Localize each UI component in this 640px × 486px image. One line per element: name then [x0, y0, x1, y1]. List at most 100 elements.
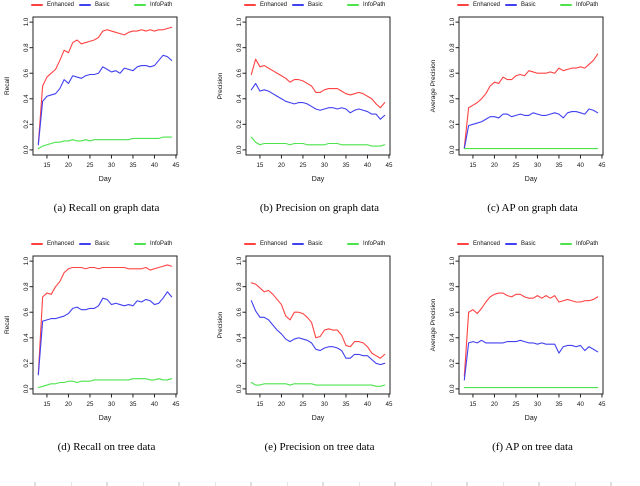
svg-text:0.8: 0.8: [236, 43, 243, 52]
svg-text:30: 30: [534, 401, 541, 408]
svg-text:1.0: 1.0: [23, 17, 30, 26]
subfigure-caption-c: (c) AP on graph data: [487, 202, 578, 214]
svg-text:40: 40: [364, 162, 371, 169]
subfigure-caption-d: (d) Recall on tree data: [57, 441, 156, 453]
legend-line-swatch-enhanced: [244, 243, 256, 245]
svg-text:35: 35: [556, 162, 563, 169]
legend-label-enhanced: Enhanced: [260, 241, 288, 247]
legend-item-infopath: InfoPath: [134, 240, 172, 248]
svg-text:0.8: 0.8: [23, 282, 30, 291]
svg-text:Precision: Precision: [217, 311, 224, 338]
svg-text:0.0: 0.0: [23, 145, 30, 154]
svg-text:0.8: 0.8: [449, 43, 456, 52]
svg-text:1.0: 1.0: [449, 256, 456, 265]
svg-text:0.2: 0.2: [23, 358, 30, 367]
legend-label-basic: Basic: [95, 241, 110, 247]
legend-label-infopath: InfoPath: [576, 2, 599, 8]
svg-text:0.2: 0.2: [236, 119, 243, 128]
legend-label-enhanced: Enhanced: [473, 241, 501, 247]
figure-row-bottom: Enhanced Basic InfoPath 15 20 25 30 35 40 45 0.…: [0, 239, 640, 454]
legend-item-enhanced: Enhanced: [31, 1, 79, 9]
svg-text:35: 35: [343, 401, 350, 408]
legend-item-infopath: InfoPath: [560, 1, 598, 9]
legend-line-swatch-basic: [505, 243, 517, 245]
svg-text:0.4: 0.4: [449, 94, 456, 103]
legend-label-basic: Basic: [95, 2, 110, 8]
legend-item-enhanced: Enhanced: [457, 240, 505, 248]
legend-line-swatch-infopath: [347, 243, 359, 245]
svg-text:15: 15: [43, 162, 50, 169]
svg-text:0.6: 0.6: [236, 307, 243, 316]
legend-label-enhanced: Enhanced: [47, 241, 75, 247]
svg-text:0.6: 0.6: [449, 68, 456, 77]
svg-text:0.6: 0.6: [23, 68, 30, 77]
legend-item-basic: Basic: [79, 240, 134, 248]
svg-text:35: 35: [556, 401, 563, 408]
svg-text:1.0: 1.0: [449, 17, 456, 26]
chart-plot-precision-tree: 15 20 25 30 35 40 45 0.0 0.2 0.4 0.6 0.8 1.0 Precisio…: [217, 255, 393, 422]
svg-text:30: 30: [534, 162, 541, 169]
svg-text:25: 25: [513, 401, 520, 408]
svg-text:20: 20: [65, 162, 72, 169]
svg-text:0.2: 0.2: [449, 119, 456, 128]
svg-text:Day: Day: [99, 176, 112, 183]
chart-plot-recall-graph: 15 20 25 30 35 40 45 0.0 0.2 0.4 0.6 0.8 1.0 Recall Da…: [4, 16, 180, 183]
legend-line-swatch-basic: [505, 4, 517, 6]
legend-line-swatch-basic: [79, 243, 91, 245]
svg-text:0.8: 0.8: [23, 43, 30, 52]
legend-line-swatch-enhanced: [457, 4, 469, 6]
legend-line-swatch-enhanced: [31, 243, 43, 245]
svg-text:0.8: 0.8: [236, 282, 243, 291]
svg-text:25: 25: [300, 162, 307, 169]
legend-item-enhanced: Enhanced: [31, 240, 79, 248]
svg-text:0.2: 0.2: [449, 358, 456, 367]
svg-text:45: 45: [173, 162, 180, 169]
subfigure-recall-graph: Enhanced Basic InfoPath 15 20 25 30 35 40 45 0.…: [0, 0, 213, 215]
legend-line-swatch-infopath: [134, 4, 146, 6]
svg-text:0.4: 0.4: [23, 333, 30, 342]
legend-line-swatch-enhanced: [31, 4, 43, 6]
svg-text:20: 20: [491, 162, 498, 169]
svg-text:0.8: 0.8: [449, 282, 456, 291]
legend-item-infopath: InfoPath: [560, 240, 598, 248]
legend-line-swatch-infopath: [560, 4, 572, 6]
svg-text:40: 40: [577, 401, 584, 408]
svg-text:45: 45: [599, 162, 606, 169]
legend: Enhanced Basic InfoPath: [457, 1, 639, 9]
svg-text:0.2: 0.2: [23, 119, 30, 128]
svg-text:20: 20: [491, 401, 498, 408]
chart-plot-ap-graph: 15 20 25 30 35 40 45 0.0 0.2 0.4 0.6 0.8 1.0 Average …: [430, 16, 606, 183]
svg-text:30: 30: [108, 401, 115, 408]
svg-text:15: 15: [256, 162, 263, 169]
svg-text:25: 25: [87, 401, 94, 408]
legend-label-enhanced: Enhanced: [473, 2, 501, 8]
svg-text:45: 45: [173, 401, 180, 408]
legend: Enhanced Basic InfoPath: [244, 240, 426, 248]
svg-text:35: 35: [343, 162, 350, 169]
svg-text:Day: Day: [312, 415, 325, 422]
subfigure-caption-f: (f) AP on tree data: [492, 441, 573, 453]
svg-text:Day: Day: [99, 415, 112, 422]
legend-item-basic: Basic: [292, 240, 347, 248]
legend-line-swatch-infopath: [134, 243, 146, 245]
svg-text:Day: Day: [312, 176, 325, 183]
svg-text:30: 30: [108, 162, 115, 169]
legend-line-swatch-basic: [292, 243, 304, 245]
svg-text:0.4: 0.4: [236, 333, 243, 342]
svg-text:15: 15: [256, 401, 263, 408]
legend-line-swatch-infopath: [560, 243, 572, 245]
legend: Enhanced Basic InfoPath: [31, 1, 213, 9]
svg-text:0.4: 0.4: [449, 333, 456, 342]
svg-text:25: 25: [513, 162, 520, 169]
svg-text:40: 40: [151, 162, 158, 169]
chart-plot-recall-tree: 15 20 25 30 35 40 45 0.0 0.2 0.4 0.6 0.8 1.0 Recall Da…: [4, 255, 180, 422]
svg-text:0.0: 0.0: [449, 384, 456, 393]
legend-line-swatch-enhanced: [244, 4, 256, 6]
legend-item-basic: Basic: [505, 1, 560, 9]
svg-text:20: 20: [278, 162, 285, 169]
legend-item-infopath: InfoPath: [134, 1, 172, 9]
svg-text:1.0: 1.0: [23, 256, 30, 265]
svg-text:0.0: 0.0: [236, 384, 243, 393]
svg-text:20: 20: [278, 401, 285, 408]
